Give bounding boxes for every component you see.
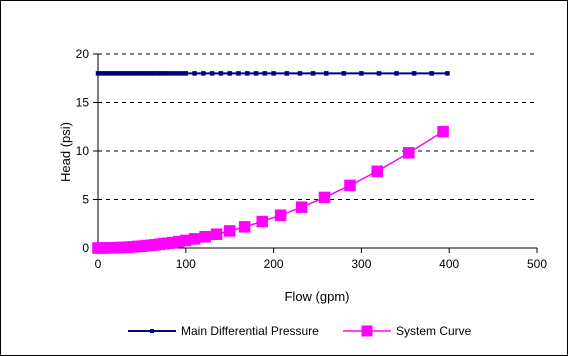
series-group	[92, 71, 450, 254]
data-point-system-curve	[199, 230, 211, 243]
data-point-main-differential-pressure	[209, 71, 215, 76]
series-system-curve	[92, 125, 449, 254]
data-point-system-curve	[188, 233, 201, 245]
data-point-system-curve	[403, 147, 415, 159]
x-tick-label: 500	[527, 257, 547, 271]
data-point-main-differential-pressure	[297, 71, 303, 76]
y-tick-label: 5	[82, 193, 89, 207]
x-axis-title: Flow (gpm)	[284, 289, 349, 304]
data-point-main-differential-pressure	[227, 71, 232, 76]
series-main-differential-pressure	[95, 71, 450, 76]
gridlines	[98, 53, 537, 200]
data-point-main-differential-pressure	[253, 71, 259, 76]
data-point-main-differential-pressure	[170, 71, 175, 76]
x-tick-label: 200	[264, 257, 284, 271]
x-tick-label: 400	[439, 257, 459, 271]
data-point-system-curve	[295, 201, 308, 213]
data-point-system-curve	[210, 228, 223, 240]
data-point-main-differential-pressure	[165, 71, 171, 76]
data-point-system-curve	[437, 125, 449, 138]
data-point-main-differential-pressure	[411, 71, 417, 76]
y-tick-label: 20	[76, 47, 90, 61]
data-point-main-differential-pressure	[324, 71, 329, 76]
x-tick-label: 100	[176, 257, 196, 271]
y-tick-label: 0	[82, 241, 89, 255]
data-point-main-differential-pressure	[341, 71, 347, 76]
x-tick-label: 0	[95, 257, 102, 271]
y-axis-title: Head (psi)	[58, 122, 73, 182]
y-tick-label: 10	[76, 144, 90, 158]
data-point-system-curve	[238, 221, 251, 233]
legend-label-system-curve: System Curve	[396, 324, 472, 338]
data-point-main-differential-pressure	[284, 71, 290, 76]
data-point-main-differential-pressure	[201, 71, 206, 76]
data-point-system-curve	[274, 209, 287, 221]
y-tick-label: 15	[76, 96, 90, 110]
data-point-main-differential-pressure	[218, 71, 224, 76]
data-point-main-differential-pressure	[271, 71, 276, 76]
data-point-main-differential-pressure	[310, 71, 316, 76]
data-point-main-differential-pressure	[376, 71, 382, 76]
legend-marker-main-differential-pressure	[150, 329, 154, 333]
data-point-main-differential-pressure	[174, 71, 180, 76]
x-tick-label: 300	[351, 257, 371, 271]
data-point-main-differential-pressure	[429, 71, 434, 76]
data-point-main-differential-pressure	[245, 71, 250, 76]
data-point-main-differential-pressure	[192, 71, 197, 76]
legend-label-main-differential-pressure: Main Differential Pressure	[181, 324, 319, 338]
data-point-main-differential-pressure	[183, 71, 189, 76]
data-point-system-curve	[371, 165, 383, 178]
data-point-main-differential-pressure	[359, 71, 364, 76]
data-point-system-curve	[318, 191, 331, 204]
data-point-main-differential-pressure	[394, 71, 399, 76]
data-point-main-differential-pressure	[445, 71, 450, 76]
data-point-system-curve	[256, 215, 268, 228]
data-point-main-differential-pressure	[179, 71, 184, 76]
legend: Main Differential Pressure System Curve	[128, 324, 472, 338]
data-point-system-curve	[344, 179, 356, 192]
data-point-main-differential-pressure	[262, 71, 268, 76]
data-point-main-differential-pressure	[236, 71, 241, 76]
data-point-system-curve	[223, 225, 236, 237]
legend-marker-system-curve	[361, 325, 373, 337]
